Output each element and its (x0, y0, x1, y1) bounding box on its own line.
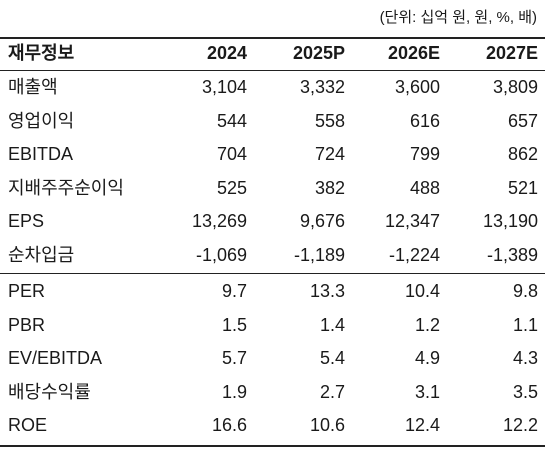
cell-value: 1.4 (319, 314, 345, 335)
row-label: PER (8, 281, 46, 301)
row-label: 영업이익 (8, 110, 75, 131)
header-year: 2027E (485, 43, 538, 63)
header-year: 2024 (206, 43, 247, 63)
cell-value: 3.5 (512, 381, 538, 402)
rule-line (0, 70, 545, 71)
rule-line (0, 444, 545, 447)
cell-value: 9.7 (221, 281, 247, 301)
cell-value: -1,069 (195, 244, 247, 265)
cell-value: 657 (507, 110, 538, 131)
cell-value: 12,347 (384, 211, 440, 231)
cell-value: -1,189 (293, 244, 345, 265)
cell-value: 1.9 (221, 381, 247, 402)
cell-value: -1,224 (388, 244, 440, 265)
cell-value: 525 (216, 177, 247, 198)
cell-value: 799 (409, 144, 440, 164)
cell-value: 4.9 (414, 348, 440, 368)
cell-value: 10.4 (404, 281, 440, 301)
cell-value: -1,389 (486, 244, 538, 265)
row-label: 배당수익률 (8, 381, 91, 402)
cell-value: 2.7 (319, 381, 345, 402)
row-label: PBR (8, 314, 46, 335)
cell-value: 9.8 (512, 281, 538, 301)
unit-note: (단위: 십억 원, 원, %, 배) (379, 9, 537, 26)
cell-value: 382 (314, 177, 345, 198)
row-label: 매출액 (8, 77, 58, 97)
cell-value: 5.4 (319, 348, 345, 368)
cell-value: 3,809 (492, 77, 538, 97)
cell-value: 3,600 (394, 77, 440, 97)
cell-value: 12.4 (404, 415, 440, 435)
cell-value: 862 (507, 144, 538, 164)
row-label: EPS (8, 211, 45, 231)
rule-line (0, 273, 545, 274)
row-label: 순차입금 (8, 244, 75, 265)
cell-value: 1.5 (221, 314, 247, 335)
cell-value: 16.6 (211, 415, 247, 435)
row-label: EBITDA (8, 144, 74, 164)
cell-value: 616 (409, 110, 440, 131)
cell-value: 3.1 (414, 381, 440, 402)
cell-value: 10.6 (309, 415, 345, 435)
row-label: ROE (8, 415, 48, 435)
cell-value: 9,676 (299, 211, 345, 231)
header-year: 2025P (292, 43, 345, 63)
cell-value: 1.1 (512, 314, 538, 335)
cell-value: 4.3 (512, 348, 538, 368)
row-label: 지배주주순이익 (8, 177, 124, 198)
cell-value: 544 (216, 110, 247, 131)
cell-value: 704 (216, 144, 247, 164)
row-label: EV/EBITDA (8, 348, 103, 368)
cell-value: 12.2 (502, 415, 538, 435)
cell-value: 521 (507, 177, 538, 198)
cell-value: 1.2 (414, 314, 440, 335)
cell-value: 488 (409, 177, 440, 198)
rule-line (0, 37, 545, 39)
cell-value: 13.3 (309, 281, 345, 301)
cell-value: 3,332 (299, 77, 345, 97)
cell-value: 558 (314, 110, 345, 131)
header-year: 2026E (387, 43, 440, 63)
cell-value: 5.7 (221, 348, 247, 368)
header-label: 재무정보 (8, 43, 75, 63)
cell-value: 13,190 (482, 211, 538, 231)
cell-value: 3,104 (201, 77, 247, 97)
cell-value: 13,269 (191, 211, 247, 231)
cell-value: 724 (314, 144, 345, 164)
